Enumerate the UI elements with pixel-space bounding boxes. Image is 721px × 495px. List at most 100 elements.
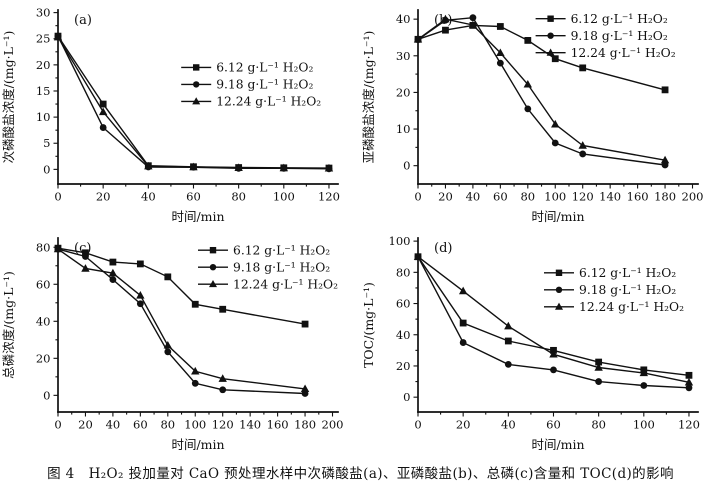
- y-tick-labels: 0 10 20 30 40: [396, 12, 411, 173]
- svg-text:10: 10: [36, 110, 51, 124]
- svg-text:140: 140: [599, 190, 621, 204]
- svg-text:180: 180: [654, 190, 676, 204]
- series-line: [57, 248, 306, 390]
- legend: 6.12 g·L⁻¹ H₂O₂ 9.18 g·L⁻¹ H₂O₂ 12.24 g·L⁻…: [544, 266, 684, 314]
- x-axis-label: 时间/min: [171, 209, 224, 224]
- marker-square: [551, 55, 559, 63]
- marker-circle: [164, 348, 172, 356]
- legend-item: 6.12 g·L⁻¹ H₂O₂: [544, 266, 676, 280]
- legend-item: 12.24 g·L⁻¹ H₂O₂: [544, 300, 684, 314]
- marker-triangle: [413, 252, 423, 260]
- svg-text:20: 20: [36, 351, 51, 365]
- svg-text:80: 80: [231, 190, 246, 204]
- x-ticks: [57, 184, 330, 189]
- svg-text:60: 60: [133, 418, 148, 432]
- svg-text:0: 0: [403, 159, 410, 173]
- y-axis-label: TOC/(mg·L⁻¹): [361, 282, 376, 368]
- svg-text:40: 40: [396, 328, 411, 342]
- legend-label: 9.18 g·L⁻¹ H₂O₂: [216, 78, 313, 92]
- marker-triangle: [191, 366, 200, 375]
- marker-square: [442, 26, 449, 34]
- marker-square: [99, 100, 107, 108]
- marker-square: [579, 64, 587, 72]
- svg-text:40: 40: [466, 190, 481, 204]
- svg-text:80: 80: [591, 418, 606, 432]
- marker-triangle: [555, 302, 563, 310]
- legend: 6.12 g·L⁻¹ H₂O₂ 9.18 g·L⁻¹ H₂O₂ 12.24 g·L⁻…: [535, 12, 676, 60]
- marker-triangle: [98, 107, 108, 116]
- svg-text:100: 100: [184, 418, 206, 432]
- marker-triangle: [660, 155, 670, 164]
- subplot-d: 0 20 40 60 80 100 120 0 20 40 60 80 100 时间/min TOC/(mg…: [360, 228, 721, 456]
- series-triangle: [53, 32, 334, 172]
- marker-triangle: [163, 340, 173, 349]
- marker-square: [164, 273, 172, 281]
- x-tick-labels: 0 20 40 60 80 100 120 140 160 180 200: [414, 190, 703, 204]
- marker-square: [524, 37, 532, 44]
- svg-text:20: 20: [36, 58, 51, 72]
- x-tick-labels: 0 20 40 60 80 100 120: [414, 418, 700, 432]
- marker-triangle: [468, 20, 478, 29]
- svg-text:160: 160: [267, 418, 289, 432]
- legend-label: 9.18 g·L⁻¹ H₂O₂: [233, 260, 330, 274]
- marker-triangle: [81, 264, 90, 272]
- marker-triangle: [523, 79, 533, 88]
- marker-square: [459, 319, 467, 327]
- svg-text:10: 10: [396, 122, 411, 136]
- series-line: [57, 248, 306, 395]
- legend: 6.12 g·L⁻¹ H₂O₂ 9.18 g·L⁻¹ H₂O₂ 12.24 g·L⁻…: [181, 61, 321, 109]
- svg-text:15: 15: [36, 84, 51, 98]
- marker-triangle: [578, 141, 587, 149]
- svg-text:25: 25: [36, 32, 51, 46]
- marker-triangle: [53, 32, 63, 41]
- svg-text:0: 0: [54, 418, 61, 432]
- axes: [417, 237, 699, 413]
- legend-label: 9.18 g·L⁻¹ H₂O₂: [579, 283, 676, 297]
- svg-text:120: 120: [318, 190, 340, 204]
- svg-text:0: 0: [43, 388, 50, 402]
- marker-triangle: [300, 384, 310, 393]
- svg-text:40: 40: [36, 314, 51, 328]
- legend-item: 12.24 g·L⁻¹ H₂O₂: [198, 277, 338, 291]
- legend-label: 6.12 g·L⁻¹ H₂O₂: [233, 243, 330, 257]
- legend-item: 6.12 g·L⁻¹ H₂O₂: [535, 12, 668, 26]
- marker-circle: [459, 339, 467, 346]
- legend-label: 9.18 g·L⁻¹ H₂O₂: [571, 29, 668, 43]
- figure-caption: 图 4 H₂O₂ 投加量对 CaO 预处理水样中次磷酸盐(a)、亚磷酸盐(b)、…: [47, 466, 674, 482]
- legend-item: 6.12 g·L⁻¹ H₂O₂: [198, 243, 330, 257]
- marker-square: [555, 269, 563, 276]
- y-axis-label: 亚磷酸盐浓度/(mg·L⁻¹): [361, 31, 376, 164]
- subplot-a: 0 20 40 60 80 100 120 0 5 10 15 20 25 30 时间/min 次磷酸盐浓度/…: [0, 0, 360, 228]
- svg-text:80: 80: [396, 265, 411, 279]
- subplot-b: 0 20 40 60 80 100 120 140 160 180 200 0 10 20 30 40 时间/m…: [360, 0, 721, 228]
- legend-item: 12.24 g·L⁻¹ H₂O₂: [181, 95, 321, 109]
- marker-circle: [685, 384, 693, 392]
- series-line: [417, 24, 666, 91]
- subplot-c: 0 20 40 60 80 100 120 140 160 180 200 0 20 40 60 80 时间/m…: [0, 228, 360, 456]
- svg-text:5: 5: [43, 136, 50, 150]
- x-ticks: [57, 412, 334, 417]
- svg-text:20: 20: [438, 190, 453, 204]
- marker-circle: [550, 366, 557, 374]
- svg-text:60: 60: [36, 277, 51, 291]
- svg-text:100: 100: [273, 190, 295, 204]
- marker-circle: [595, 378, 603, 385]
- marker-triangle: [639, 368, 649, 377]
- svg-text:0: 0: [54, 190, 61, 204]
- marker-square: [496, 23, 504, 30]
- panel-label: (a): [74, 13, 92, 28]
- svg-text:60: 60: [396, 297, 411, 311]
- legend-item: 6.12 g·L⁻¹ H₂O₂: [181, 61, 313, 75]
- marker-square: [136, 260, 144, 268]
- y-ticks: [413, 18, 418, 167]
- marker-triangle: [53, 244, 63, 253]
- marker-triangle: [684, 377, 694, 386]
- legend-item: 9.18 g·L⁻¹ H₂O₂: [544, 283, 676, 297]
- svg-text:20: 20: [78, 418, 93, 432]
- svg-text:80: 80: [520, 190, 535, 204]
- caption-row: 图 4 H₂O₂ 投加量对 CaO 预处理水样中次磷酸盐(a)、亚磷酸盐(b)、…: [0, 456, 721, 495]
- marker-square: [193, 64, 200, 71]
- marker-circle: [469, 14, 477, 22]
- marker-circle: [209, 263, 217, 271]
